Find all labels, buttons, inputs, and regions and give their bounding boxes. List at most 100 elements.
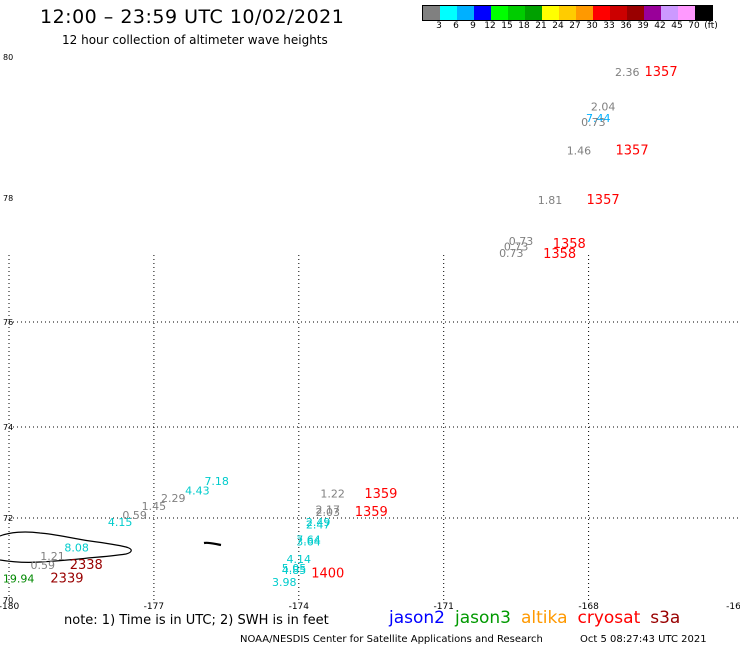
pass-time-label: 1358 <box>553 237 586 252</box>
pass-time-label: 1357 <box>616 143 649 158</box>
wave-height-value: 4.15 <box>108 516 133 529</box>
latitude-label: 74 <box>3 423 13 432</box>
color-scale-label: 39 <box>637 21 649 31</box>
color-swatch <box>593 6 610 20</box>
color-scale-label: 36 <box>620 21 632 31</box>
latitude-label: 72 <box>3 514 13 523</box>
color-swatch <box>525 6 542 20</box>
pass-time-label: 2338 <box>70 558 103 573</box>
color-scale-label: 27 <box>569 21 581 31</box>
latitude-label: 70 <box>3 596 13 605</box>
color-swatch <box>678 6 695 20</box>
color-scale-label: 33 <box>603 21 615 31</box>
color-scale-label: 15 <box>501 21 513 31</box>
color-swatch <box>661 6 678 20</box>
island-shape <box>203 541 222 547</box>
coastline-shape <box>0 531 132 563</box>
wave-height-value: 2.29 <box>161 492 186 505</box>
wave-height-value: 2.04 <box>591 101 616 114</box>
color-scale-bar <box>422 5 713 21</box>
wave-height-value: 2.49 <box>306 516 331 529</box>
color-swatch <box>695 6 712 20</box>
color-swatch <box>423 6 440 20</box>
pass-time-label: 1359 <box>355 505 388 520</box>
satellite-legend: jason2 jason3 altika cryosat s3a <box>389 608 690 628</box>
satellite-legend-item: altika <box>521 608 568 628</box>
satellite-legend-item: jason2 <box>389 608 445 628</box>
color-scale-label: 18 <box>518 21 530 31</box>
wave-height-value: 2.36 <box>615 66 640 79</box>
color-swatch <box>474 6 491 20</box>
color-scale-label: 70 <box>688 21 700 31</box>
wave-height-value: 1.22 <box>320 488 345 501</box>
wave-height-value: 2.17 <box>316 503 341 516</box>
longitude-label: -171 <box>433 602 453 612</box>
map-title: 12:00 – 23:59 UTC 10/02/2021 <box>40 6 345 28</box>
color-scale-label: 42 <box>654 21 666 31</box>
pass-time-label: 1357 <box>645 65 678 80</box>
pass-time-label: 1400 <box>311 566 344 581</box>
color-scale-label: 9 <box>470 21 476 31</box>
satellite-legend-item: jason3 <box>455 608 511 628</box>
color-swatch <box>542 6 559 20</box>
wave-height-value: 19.94 <box>3 572 35 585</box>
wave-height-value: 1.21 <box>40 550 65 563</box>
latitude-labels: 80 78 76 74 72 70 <box>3 53 13 605</box>
color-swatch <box>559 6 576 20</box>
longitude-label: -16 <box>726 602 740 612</box>
wave-height-value: 4.43 <box>185 484 210 497</box>
pass-time-label: 2339 <box>50 571 83 586</box>
wave-height-value: 1.81 <box>538 194 563 207</box>
longitude-label: -168 <box>578 602 599 612</box>
color-swatch <box>610 6 627 20</box>
wave-height-value: 0.59 <box>122 509 147 522</box>
longitude-label: -180 <box>0 602 19 612</box>
pass-time-label: 1358 <box>543 247 576 262</box>
wave-height-value: 7.18 <box>204 475 229 488</box>
wave-height-value: 7.44 <box>586 112 611 125</box>
wave-height-value: 0.73 <box>509 235 534 248</box>
color-swatch <box>627 6 644 20</box>
graticule <box>8 255 740 600</box>
color-scale-label: 45 <box>671 21 683 31</box>
satellite-legend-item: s3a <box>650 608 681 628</box>
wave-height-value: 0.73 <box>581 116 606 129</box>
wave-height-value: 3.98 <box>272 576 297 589</box>
latitude-label: 80 <box>3 53 13 62</box>
wave-height-value: 4.85 <box>282 564 307 577</box>
wave-height-value: 0.73 <box>504 241 529 254</box>
wave-height-value: 0.59 <box>31 559 56 572</box>
wave-height-value: 7.64 <box>296 533 321 546</box>
alaska-coastline <box>0 531 222 563</box>
pass-time-label: 1357 <box>587 193 620 208</box>
color-scale-label: 12 <box>484 21 496 31</box>
color-scale-label: (ft) <box>704 21 718 31</box>
wave-height-value: 2.47 <box>306 518 331 531</box>
wave-height-value: 4.14 <box>287 553 312 566</box>
latitude-label: 78 <box>3 194 13 203</box>
wave-height-value: 5.05 <box>282 562 307 575</box>
footer-note: note: 1) Time is in UTC; 2) SWH is in fe… <box>64 613 329 628</box>
color-swatch <box>457 6 474 20</box>
credit-text: NOAA/NESDIS Center for Satellite Applica… <box>240 634 543 645</box>
generated-timestamp: Oct 5 08:27:43 UTC 2021 <box>580 634 707 645</box>
color-swatch <box>576 6 593 20</box>
wave-height-value: 8.08 <box>64 542 89 555</box>
latitude-label: 76 <box>3 318 13 327</box>
color-scale-label: 30 <box>586 21 598 31</box>
wave-height-value: 2.03 <box>316 506 341 519</box>
longitude-label: -177 <box>144 602 164 612</box>
color-scale-label: 21 <box>535 21 547 31</box>
color-swatch <box>644 6 661 20</box>
wave-height-value: 0.73 <box>499 247 524 260</box>
color-swatch <box>440 6 457 20</box>
satellite-legend-item: cryosat <box>577 608 641 628</box>
color-scale-label: 24 <box>552 21 564 31</box>
color-scale-label: 6 <box>453 21 459 31</box>
wave-height-value: 1.46 <box>567 144 592 157</box>
color-swatch <box>508 6 525 20</box>
wave-height-value: 3.64 <box>296 535 321 548</box>
color-swatch <box>491 6 508 20</box>
